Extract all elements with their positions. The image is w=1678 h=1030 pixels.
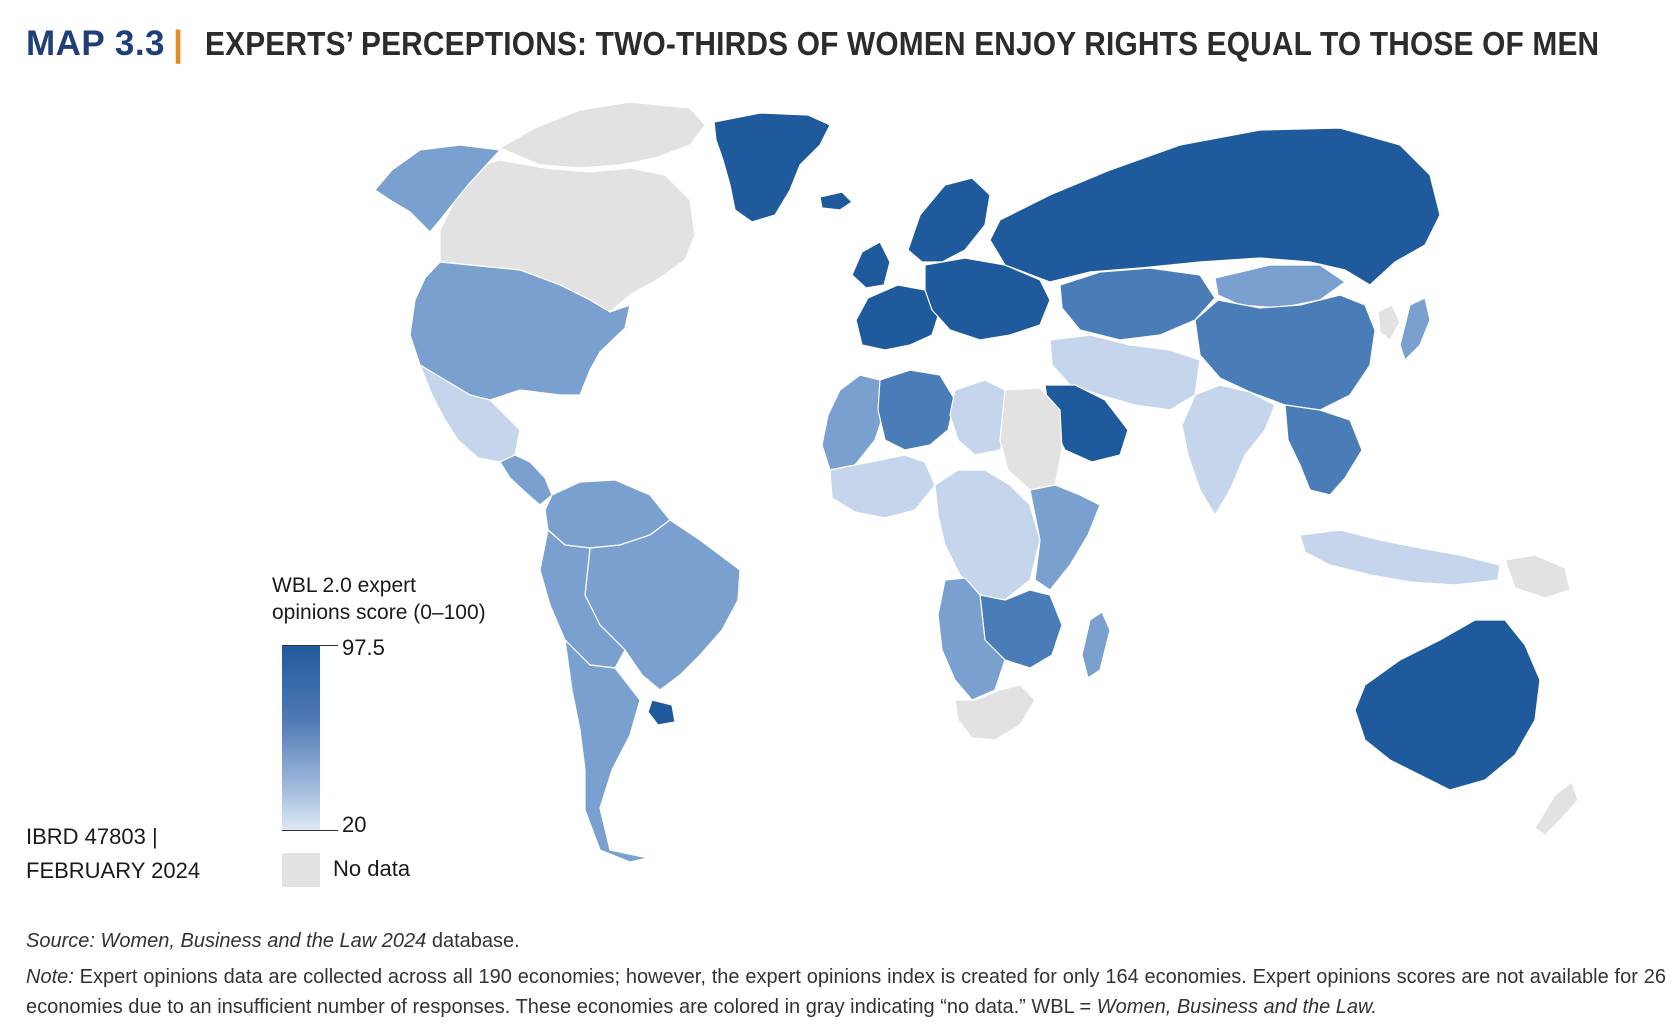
legend-max-tick	[282, 645, 338, 646]
region-iceland	[819, 191, 853, 211]
legend-title-line1: WBL 2.0 expert	[272, 574, 416, 597]
title-separator: |	[173, 23, 184, 64]
region-morocco	[821, 374, 886, 471]
region-russia	[989, 127, 1441, 286]
map-number: MAP 3.3	[26, 24, 166, 63]
map-code-id: IBRD 47803 |	[26, 824, 158, 849]
region-uruguay	[647, 699, 676, 726]
region-middle-east	[1049, 334, 1201, 411]
region-east-africa	[1029, 484, 1101, 591]
region-papua-new-guinea	[1504, 554, 1571, 599]
map-header: MAP 3.3 | EXPERTS’ PERCEPTIONS: TWO-THIR…	[26, 16, 1678, 72]
region-indonesia	[1299, 529, 1501, 586]
legend-max-label: 97.5	[342, 635, 385, 660]
legend-title: WBL 2.0 expert opinions score (0–100)	[272, 572, 486, 626]
region-argentina-chile	[564, 638, 649, 863]
no-data-label: No data	[333, 856, 411, 881]
region-north-canada	[498, 101, 706, 169]
map-code-date: FEBRUARY 2024	[26, 858, 201, 883]
note-abbrev-title: Women, Business and the Law.	[1096, 996, 1377, 1018]
note-text: Expert opinions data are collected acros…	[26, 966, 1666, 1018]
legend-min-tick	[282, 830, 338, 831]
note-label: Note:	[26, 966, 74, 988]
source-label: Source:	[26, 930, 95, 952]
region-korea	[1377, 304, 1401, 341]
region-central-africa	[934, 469, 1041, 601]
legend-min-label: 20	[342, 812, 367, 837]
region-southeast-asia	[1284, 404, 1363, 496]
region-usa	[409, 261, 631, 401]
region-india	[1181, 384, 1276, 517]
region-southern-africa	[937, 577, 1006, 701]
region-central-america	[499, 454, 553, 506]
region-uk-ireland	[851, 241, 891, 289]
region-egypt-sudan	[999, 387, 1063, 491]
region-madagascar	[1081, 611, 1111, 679]
region-south-africa	[954, 684, 1036, 741]
note-paragraph: Note: Expert opinions data are collected…	[26, 962, 1666, 1022]
region-central-europe	[924, 257, 1051, 341]
source-line: Source: Women, Business and the Law 2024…	[26, 930, 520, 953]
legend-title-line2: opinions score (0–100)	[272, 601, 486, 624]
no-data-swatch	[282, 853, 320, 887]
region-scandinavia	[907, 177, 991, 263]
legend-color-ramp	[282, 645, 320, 830]
world-map	[374, 101, 1579, 863]
region-japan	[1399, 297, 1431, 362]
region-new-zealand	[1534, 781, 1579, 836]
region-kazakhstan	[1059, 267, 1216, 341]
region-alaska	[374, 144, 502, 233]
map-regions	[374, 101, 1579, 863]
region-australia	[1354, 619, 1541, 791]
source-title: Women, Business and the Law 2024	[100, 930, 427, 952]
region-algeria	[877, 369, 956, 451]
region-bolivia-paraguay	[539, 528, 626, 669]
region-china	[1194, 294, 1376, 411]
map-code: IBRD 47803 | FEBRUARY 2024	[26, 820, 200, 888]
source-suffix: database.	[431, 930, 520, 952]
map-title: EXPERTS’ PERCEPTIONS: TWO-THIRDS OF WOME…	[205, 25, 1600, 62]
region-libya	[949, 379, 1009, 456]
region-greenland	[713, 112, 831, 223]
region-western-europe	[855, 284, 941, 351]
